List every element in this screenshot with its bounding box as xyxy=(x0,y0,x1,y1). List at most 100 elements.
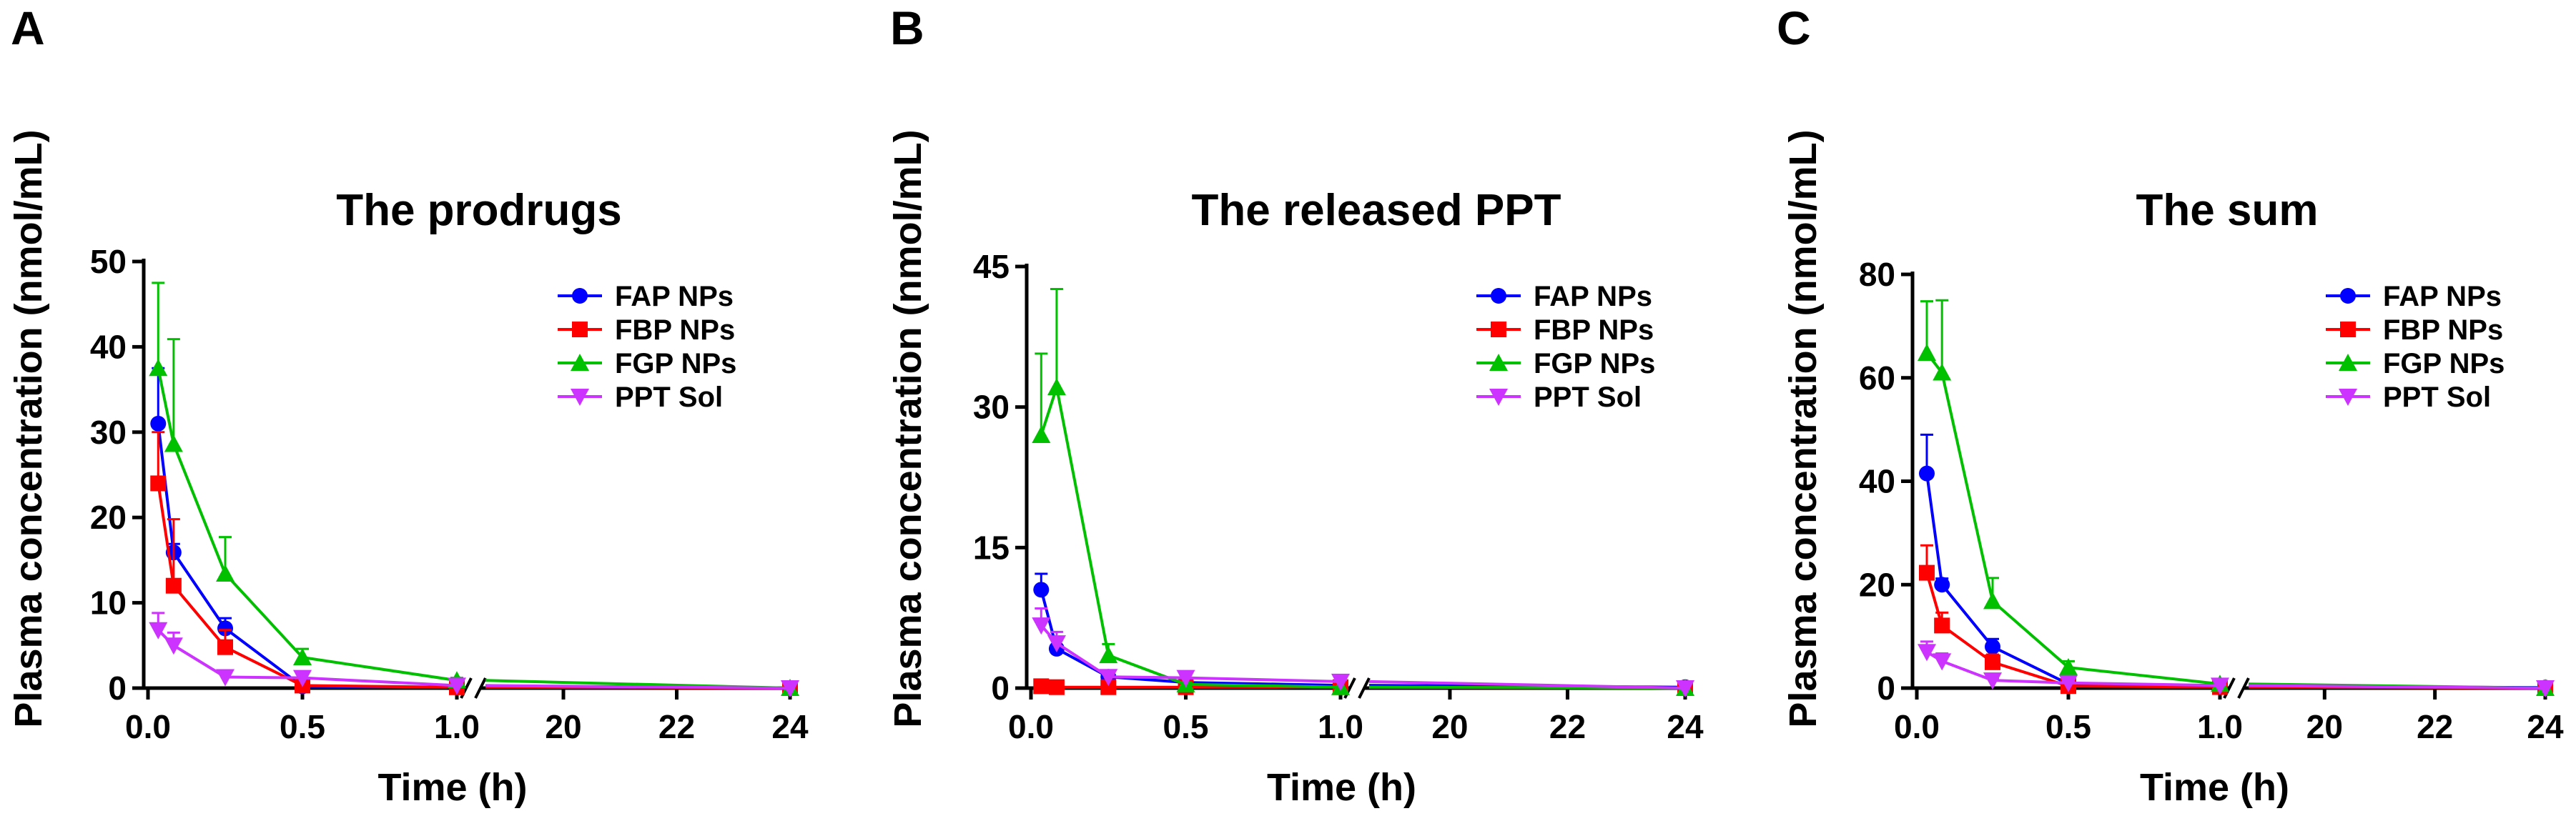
axis-break-mark xyxy=(474,677,487,699)
y-tick-label: 50 xyxy=(90,243,127,280)
x-tick-label: 0.5 xyxy=(2045,708,2091,745)
legend-item: FBP NPs xyxy=(558,314,735,346)
data-point xyxy=(293,648,312,666)
legend-marker xyxy=(1489,389,1508,406)
data-point xyxy=(1099,669,1118,687)
legend-item: FAP NPs xyxy=(1476,281,1652,312)
data-point xyxy=(1934,577,1950,593)
x-tick-label: 20 xyxy=(1431,708,1468,745)
data-point xyxy=(2059,658,2078,676)
data-point xyxy=(217,639,233,655)
series-fap-nps xyxy=(1918,433,2553,696)
legend-marker xyxy=(2339,354,2357,371)
data-point xyxy=(1933,653,1952,671)
y-tick-label: 30 xyxy=(973,389,1010,426)
data-point xyxy=(1033,678,1050,695)
series-line xyxy=(157,483,458,689)
data-point xyxy=(1032,426,1051,443)
x-tick-label: 24 xyxy=(2527,708,2564,745)
data-point xyxy=(1099,646,1118,664)
panel-letter: B xyxy=(890,1,924,54)
data-point xyxy=(1934,617,1950,634)
panel-C: C The sum Plasma concentration (nmol/mL) Ti… xyxy=(1777,1,2564,809)
series-line xyxy=(485,684,791,690)
series-ppt-sol xyxy=(1917,640,2555,697)
series-line xyxy=(157,367,458,682)
data-point xyxy=(216,564,235,582)
y-axis-label: Plasma concentration (nmol/mL) xyxy=(887,129,929,727)
legend-item: FBP NPs xyxy=(1476,314,1654,346)
legend-marker xyxy=(572,288,588,304)
legend-item: PPT Sol xyxy=(558,382,723,413)
y-tick-label: 40 xyxy=(1859,463,1895,500)
legend-label: FBP NPs xyxy=(615,314,735,346)
y-tick-label: 15 xyxy=(973,529,1010,566)
data-point xyxy=(1918,564,1935,581)
legend-item: FAP NPs xyxy=(2326,281,2502,312)
data-point xyxy=(150,475,167,492)
data-point xyxy=(1983,672,2002,690)
data-point xyxy=(1676,680,1694,697)
x-tick-label: 0.5 xyxy=(1163,708,1209,745)
legend-item: FAP NPs xyxy=(558,281,734,312)
y-axis-label: Plasma concentration (nmol/mL) xyxy=(7,129,50,727)
series-line xyxy=(1925,352,2221,686)
data-point xyxy=(1331,673,1350,691)
data-point xyxy=(164,434,183,452)
data-point xyxy=(1918,465,1935,482)
data-point xyxy=(1047,378,1066,396)
legend-label: FGP NPs xyxy=(615,348,736,379)
x-tick-label: 22 xyxy=(2417,708,2453,745)
legend-marker xyxy=(1491,322,1506,337)
data-point xyxy=(150,415,167,432)
series-line xyxy=(1368,680,1686,690)
data-point xyxy=(448,677,466,695)
chart-title: The released PPT xyxy=(1192,186,1561,235)
legend-item: FGP NPs xyxy=(1476,348,1655,379)
legend-item: PPT Sol xyxy=(2326,382,2491,413)
legend-label: FAP NPs xyxy=(615,281,734,312)
x-tick-label: 0.0 xyxy=(125,708,171,745)
panel-A: A The prodrugs Plasma concentration (nmol/… xyxy=(7,1,809,809)
data-point xyxy=(1176,670,1195,687)
x-tick-label: 22 xyxy=(658,708,695,745)
series-fbp-nps xyxy=(150,431,798,696)
x-tick-label: 0.0 xyxy=(1894,708,1940,745)
y-tick-label: 45 xyxy=(973,248,1010,285)
data-point xyxy=(1048,679,1065,695)
data-point xyxy=(2211,677,2229,695)
y-tick-label: 30 xyxy=(90,414,127,451)
legend-item: FBP NPs xyxy=(2326,314,2503,346)
chart-title: The prodrugs xyxy=(336,186,622,235)
legend-label: FBP NPs xyxy=(1534,314,1654,346)
series-fap-nps xyxy=(150,367,798,696)
legend-item: PPT Sol xyxy=(1476,382,1642,413)
data-point xyxy=(164,637,183,655)
x-tick-label: 1.0 xyxy=(434,708,480,745)
x-tick-label: 0.5 xyxy=(280,708,325,745)
x-tick-label: 20 xyxy=(545,708,581,745)
data-point xyxy=(1100,679,1117,695)
series-line xyxy=(2248,684,2546,690)
data-point xyxy=(293,670,312,687)
legend-marker xyxy=(2339,389,2357,406)
legend-label: PPT Sol xyxy=(2383,382,2491,413)
y-tick-label: 20 xyxy=(90,499,127,536)
panel-letter: A xyxy=(11,1,45,54)
series-line xyxy=(1040,387,1341,689)
data-point xyxy=(1985,639,2000,655)
x-tick-label: 1.0 xyxy=(1318,708,1363,745)
data-point xyxy=(217,620,233,637)
data-point xyxy=(1983,592,2002,609)
y-axis-label: Plasma concentration (nmol/mL) xyxy=(1782,129,1825,727)
x-axis-label: Time (h) xyxy=(377,766,527,809)
x-axis-label: Time (h) xyxy=(1267,766,1416,809)
legend-label: PPT Sol xyxy=(1534,382,1642,413)
legend-label: FAP NPs xyxy=(2383,281,2502,312)
x-axis-label: Time (h) xyxy=(2140,766,2289,809)
y-tick-label: 80 xyxy=(1859,256,1895,293)
series-ppt-sol xyxy=(149,612,799,697)
legend-label: PPT Sol xyxy=(615,382,723,413)
legend-item: FGP NPs xyxy=(558,348,736,379)
axis-break-mark xyxy=(2237,677,2250,699)
